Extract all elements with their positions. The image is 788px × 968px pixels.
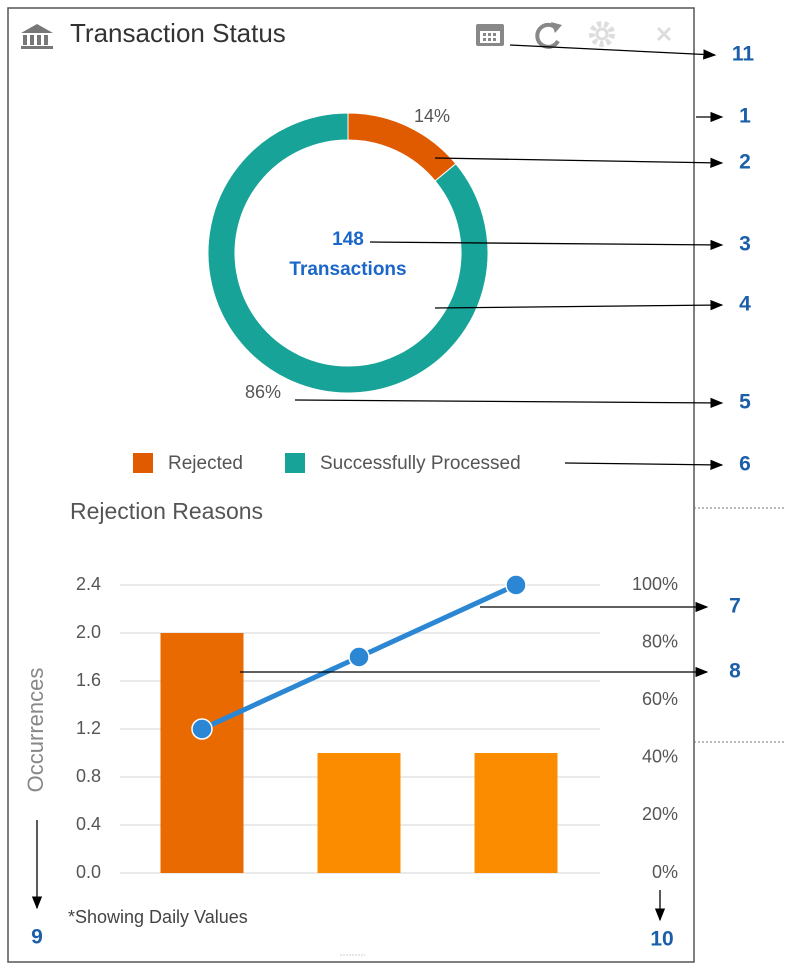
callout-number: 3 bbox=[739, 233, 751, 256]
line-point bbox=[505, 574, 527, 596]
callout-number: 10 bbox=[650, 928, 673, 951]
bar bbox=[160, 633, 244, 873]
callout-number: 5 bbox=[739, 391, 751, 414]
callout-arrow bbox=[564, 459, 724, 471]
bank-icon bbox=[21, 24, 53, 49]
callout-number: 9 bbox=[31, 926, 43, 949]
y-tick-label: 1.2 bbox=[76, 718, 101, 738]
y-axis-label: Occurrences bbox=[23, 668, 48, 793]
line-point bbox=[191, 718, 213, 740]
bar bbox=[474, 753, 558, 873]
y2-tick-label: 60% bbox=[642, 689, 678, 709]
donut-slice bbox=[207, 112, 489, 394]
y-tick-label: 2.0 bbox=[76, 622, 101, 642]
y2-tick-label: 20% bbox=[642, 804, 678, 824]
footnote: *Showing Daily Values bbox=[68, 907, 248, 927]
slice-label: 86% bbox=[245, 382, 281, 402]
title: Transaction Status bbox=[70, 18, 286, 48]
legend-label: Rejected bbox=[168, 453, 243, 474]
slice-label: 14% bbox=[414, 106, 450, 126]
callout-arrow bbox=[434, 157, 724, 168]
y-tick-label: 0.4 bbox=[76, 814, 101, 834]
legend-label: Successfully Processed bbox=[320, 453, 521, 474]
callout-number: 4 bbox=[739, 293, 751, 316]
callout-number: 11 bbox=[732, 43, 755, 66]
callout-arrow bbox=[434, 299, 724, 311]
refresh-button[interactable] bbox=[535, 22, 562, 49]
callout-number: 8 bbox=[729, 660, 741, 683]
settings-button[interactable] bbox=[589, 21, 615, 47]
close-button[interactable] bbox=[656, 26, 672, 42]
y-tick-label: 0.0 bbox=[76, 862, 101, 882]
callout-number: 2 bbox=[739, 151, 751, 174]
callout-arrow bbox=[369, 239, 724, 251]
callout-number: 1 bbox=[739, 105, 751, 128]
center-value: 148 bbox=[332, 229, 364, 250]
bar bbox=[317, 753, 401, 873]
callout-arrow bbox=[294, 397, 724, 409]
line-point bbox=[348, 646, 370, 668]
legend-swatch bbox=[133, 453, 153, 473]
callout-number: 6 bbox=[739, 453, 751, 476]
y-tick-label: 2.4 bbox=[76, 574, 101, 594]
callout-arrow bbox=[509, 44, 717, 60]
legend-swatch bbox=[285, 453, 305, 473]
callout-number: 7 bbox=[729, 595, 741, 618]
chart-title: Rejection Reasons bbox=[70, 498, 263, 524]
y-tick-label: 1.6 bbox=[76, 670, 101, 690]
y2-tick-label: 100% bbox=[632, 574, 678, 594]
y2-tick-label: 40% bbox=[642, 747, 678, 767]
center-label: Transactions bbox=[289, 259, 406, 280]
y-tick-label: 0.8 bbox=[76, 766, 101, 786]
calendar-button[interactable] bbox=[476, 24, 504, 46]
y2-tick-label: 0% bbox=[652, 862, 678, 882]
y2-tick-label: 80% bbox=[642, 631, 678, 651]
